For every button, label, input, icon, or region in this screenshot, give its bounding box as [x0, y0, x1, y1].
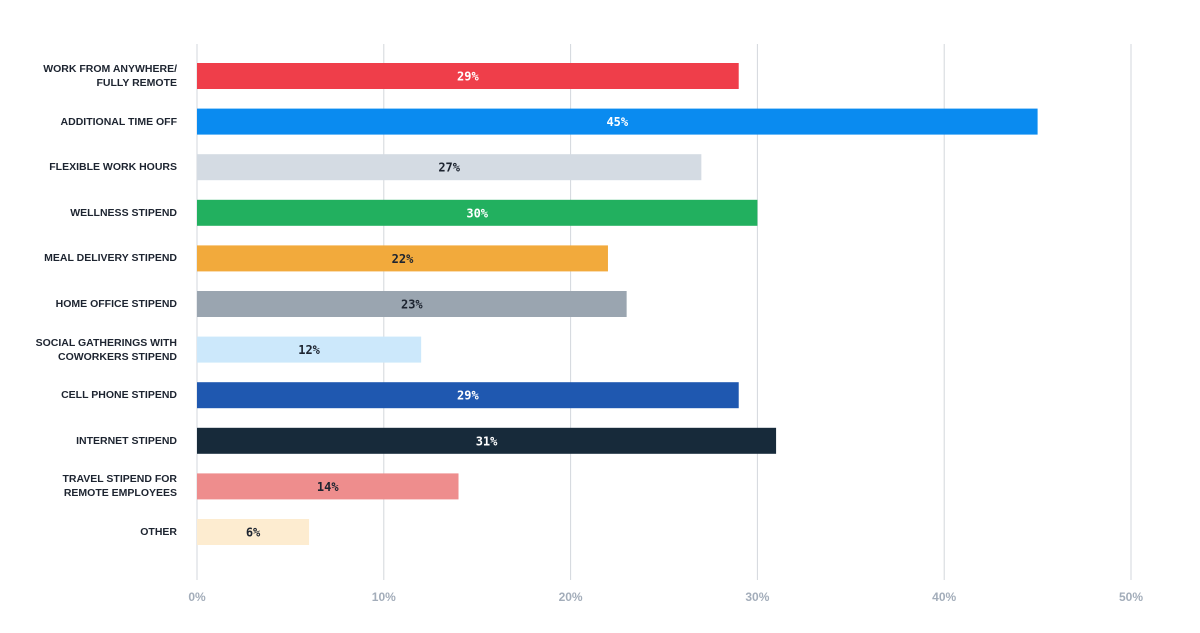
y-tick-label: CELL PHONE STIPEND: [61, 389, 177, 402]
bar: [197, 291, 627, 317]
value-label: 12%: [298, 343, 320, 357]
bar: [197, 382, 739, 409]
bar: [197, 519, 310, 545]
y-tick-label: ADDITIONAL TIME OFF: [60, 115, 177, 128]
value-label: 29%: [457, 70, 479, 84]
value-label: 30%: [466, 206, 488, 220]
y-tick-label: WELLNESS STIPEND: [70, 206, 177, 219]
x-tick-label: 50%: [1119, 590, 1143, 604]
y-tick-label: SOCIAL GATHERINGS WITH COWORKERS STIPEND: [35, 336, 177, 363]
y-tick-label: INTERNET STIPEND: [76, 434, 177, 447]
bar: [197, 245, 608, 272]
bar: [197, 199, 758, 226]
y-tick-label: OTHER: [140, 526, 177, 538]
bar: [197, 63, 739, 89]
y-tick-label: TRAVEL STIPEND FOR REMOTE EMPLOYEES: [62, 473, 177, 500]
value-label: 31%: [476, 434, 498, 448]
value-label: 27%: [438, 161, 460, 175]
bar: [197, 154, 702, 181]
y-tick-label: HOME OFFICE STIPEND: [55, 298, 177, 310]
value-label: 6%: [246, 526, 261, 540]
bar: [197, 336, 422, 363]
bar: [197, 473, 459, 500]
value-label: 45%: [606, 115, 628, 129]
x-tick-label: 10%: [372, 590, 396, 604]
value-label: 14%: [317, 480, 339, 494]
y-tick-label: MEAL DELIVERY STIPEND: [44, 252, 177, 265]
y-tick-label: FLEXIBLE WORK HOURS: [49, 161, 177, 174]
value-label: 23%: [401, 298, 423, 312]
x-tick-label: 20%: [559, 590, 583, 604]
bar: [197, 108, 1038, 135]
value-label: 29%: [457, 389, 479, 403]
bar: [197, 427, 777, 454]
y-tick-label: WORK FROM ANYWHERE/ FULLY REMOTE: [43, 63, 177, 89]
x-tick-label: 30%: [745, 590, 769, 604]
x-tick-label: 0%: [188, 590, 206, 604]
x-tick-label: 40%: [932, 590, 956, 604]
value-label: 22%: [392, 252, 414, 266]
